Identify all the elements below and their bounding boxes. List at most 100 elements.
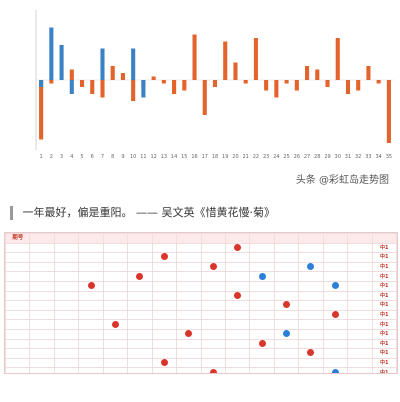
table-cell	[102, 242, 129, 254]
table-cell	[53, 242, 80, 254]
table-row: 中1	[5, 242, 397, 254]
table-cell	[151, 271, 178, 282]
table-cell	[347, 319, 373, 330]
table-cell	[102, 280, 129, 292]
table-cell	[176, 242, 202, 254]
red-ball	[136, 272, 144, 280]
table-cell	[298, 309, 324, 321]
table-cell	[151, 357, 178, 369]
table-cell	[273, 309, 300, 321]
x-tick-label: 18	[212, 154, 218, 160]
bar-front-22	[253, 38, 258, 80]
table-cell	[151, 280, 178, 292]
table-cell	[347, 300, 373, 311]
bar-front-14	[172, 80, 177, 94]
x-tick-label: 31	[345, 154, 351, 160]
table-cell	[298, 242, 324, 254]
bar-back-10	[131, 48, 136, 80]
table-cell	[298, 300, 324, 311]
table-cell	[224, 252, 251, 263]
table-cell	[127, 309, 153, 321]
table-cell	[200, 338, 226, 350]
table-cell	[322, 280, 349, 292]
table-cell	[29, 252, 55, 263]
table-cell	[200, 280, 226, 292]
table-cell	[224, 348, 251, 359]
table-cell	[78, 261, 104, 273]
bar-front-9	[120, 73, 125, 80]
table-cell	[176, 357, 202, 369]
result-cell: 中1	[371, 300, 397, 311]
table-cell	[200, 328, 226, 340]
table-cell	[249, 357, 275, 369]
bar-front-6	[90, 80, 95, 94]
table-cell	[151, 242, 178, 254]
x-tick-label: 16	[191, 154, 197, 160]
table-cell	[78, 252, 104, 263]
table-header-cell	[347, 233, 373, 244]
table-cell	[102, 319, 129, 330]
bar-front-5	[79, 80, 85, 87]
table-cell	[53, 252, 80, 263]
table-header-cell	[200, 233, 226, 244]
table-cell	[273, 242, 300, 254]
table-cell	[102, 252, 129, 263]
red-ball	[209, 368, 217, 373]
result-cell: 中1	[371, 290, 397, 302]
result-cell: 中1	[371, 309, 397, 321]
x-tick-label: 8	[111, 154, 114, 160]
table-row: 中1	[5, 300, 397, 311]
table-cell	[249, 328, 275, 340]
table-cell	[78, 348, 104, 359]
x-tick-label: 24	[273, 154, 279, 160]
table-cell	[29, 319, 55, 330]
table-cell	[224, 280, 251, 292]
table-cell	[53, 357, 80, 369]
table-cell	[78, 357, 104, 369]
table-header-cell	[273, 233, 300, 244]
table-cell	[200, 309, 226, 321]
x-tick-label: 10	[130, 154, 136, 160]
table-cell	[347, 348, 373, 359]
bar-front-10	[131, 80, 136, 101]
issue-cell	[5, 271, 31, 282]
result-cell: 中1	[371, 261, 397, 273]
table-header-cell	[29, 233, 55, 244]
table-cell	[224, 319, 251, 330]
table-cell	[322, 319, 349, 330]
table-cell	[224, 261, 251, 273]
table-cell	[151, 338, 178, 350]
bar-front-24	[274, 80, 279, 98]
table-cell	[224, 367, 251, 373]
table-cell	[176, 309, 202, 321]
table-cell	[176, 338, 202, 350]
table-cell	[298, 252, 324, 263]
table-cell	[273, 280, 300, 292]
table-cell	[127, 319, 153, 330]
table-cell	[322, 309, 349, 321]
table-cell	[322, 242, 349, 254]
table-cell	[249, 338, 275, 350]
table-cell	[53, 271, 80, 282]
red-ball	[283, 301, 291, 309]
table-cell	[224, 300, 251, 311]
issue-cell	[5, 261, 31, 273]
table-cell	[127, 357, 153, 369]
table-cell	[298, 328, 324, 340]
blue-ball	[331, 282, 339, 290]
x-tick-label: 21	[242, 154, 248, 160]
x-tick-label: 1	[40, 154, 43, 160]
footer	[6, 378, 396, 400]
table-row: 中1	[5, 367, 397, 373]
table-cell	[127, 338, 153, 350]
x-tick-label: 29	[324, 154, 330, 160]
table-cell	[102, 309, 129, 321]
table-cell	[347, 242, 373, 254]
x-tick-label: 27	[304, 154, 310, 160]
red-ball	[258, 339, 266, 347]
table-cell	[322, 271, 349, 282]
table-cell	[298, 280, 324, 292]
table-cell	[176, 348, 202, 359]
bar-front-13	[161, 80, 166, 84]
bar-front-1	[39, 80, 44, 140]
